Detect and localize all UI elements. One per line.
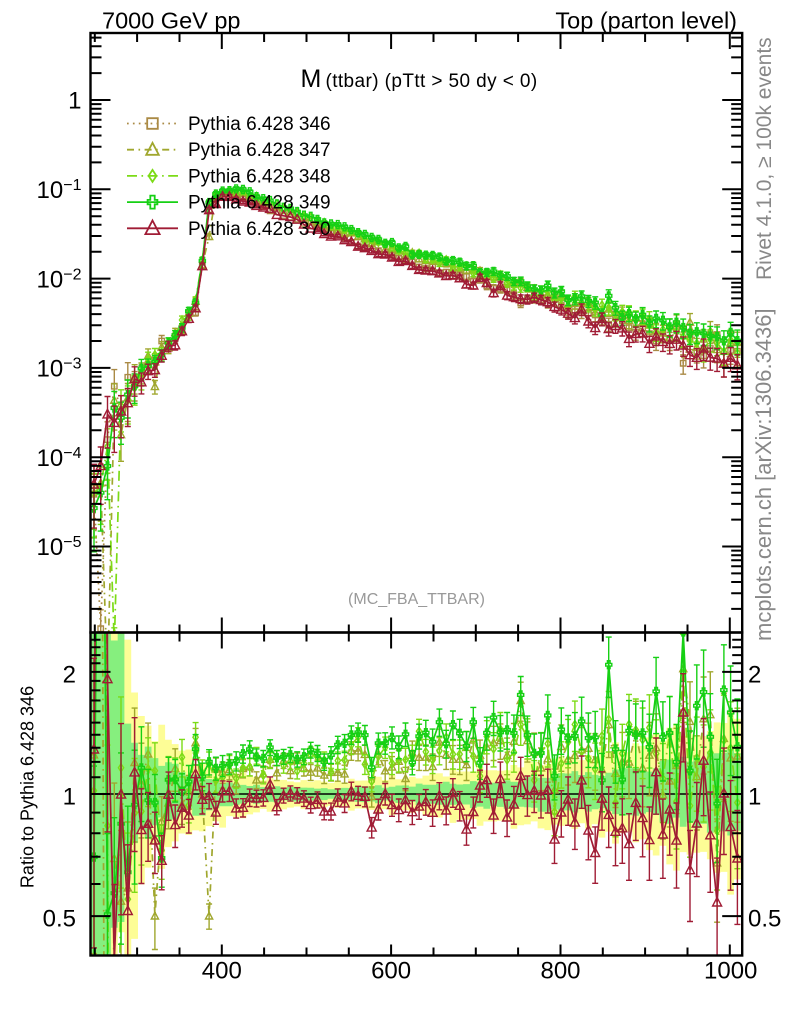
svg-text:Top (parton level): Top (parton level) — [555, 8, 737, 34]
svg-text:Rivet 4.1.0, ≥ 100k events: Rivet 4.1.0, ≥ 100k events — [753, 37, 776, 280]
svg-text:2: 2 — [63, 661, 76, 688]
svg-text:1: 1 — [63, 784, 76, 811]
svg-text:400: 400 — [202, 957, 242, 984]
svg-text:0.5: 0.5 — [43, 906, 76, 933]
svg-text:Ratio to Pythia 6.428 346: Ratio to Pythia 6.428 346 — [18, 686, 38, 888]
svg-text:0.5: 0.5 — [748, 906, 781, 933]
svg-text:800: 800 — [540, 957, 580, 984]
svg-text:7000 GeV pp: 7000 GeV pp — [102, 8, 241, 34]
svg-text:1000: 1000 — [704, 957, 757, 984]
svg-text:1: 1 — [748, 784, 761, 811]
svg-text:Pythia 6.428 348: Pythia 6.428 348 — [188, 166, 331, 187]
svg-text:Pythia 6.428 347: Pythia 6.428 347 — [188, 140, 331, 161]
svg-text:Pythia 6.428 346: Pythia 6.428 346 — [188, 114, 331, 135]
svg-text:(MC_FBA_TTBAR): (MC_FBA_TTBAR) — [348, 591, 485, 608]
svg-text:Pythia 6.428 370: Pythia 6.428 370 — [188, 219, 331, 240]
svg-text:1: 1 — [68, 88, 81, 115]
svg-text:Pythia 6.428 349: Pythia 6.428 349 — [188, 193, 331, 214]
svg-text:10−1: 10−1 — [37, 177, 82, 204]
svg-text:2: 2 — [748, 661, 761, 688]
svg-text:600: 600 — [371, 957, 411, 984]
svg-text:mcplots.cern.ch [arXiv:1306.34: mcplots.cern.ch [arXiv:1306.3436] — [751, 308, 776, 641]
